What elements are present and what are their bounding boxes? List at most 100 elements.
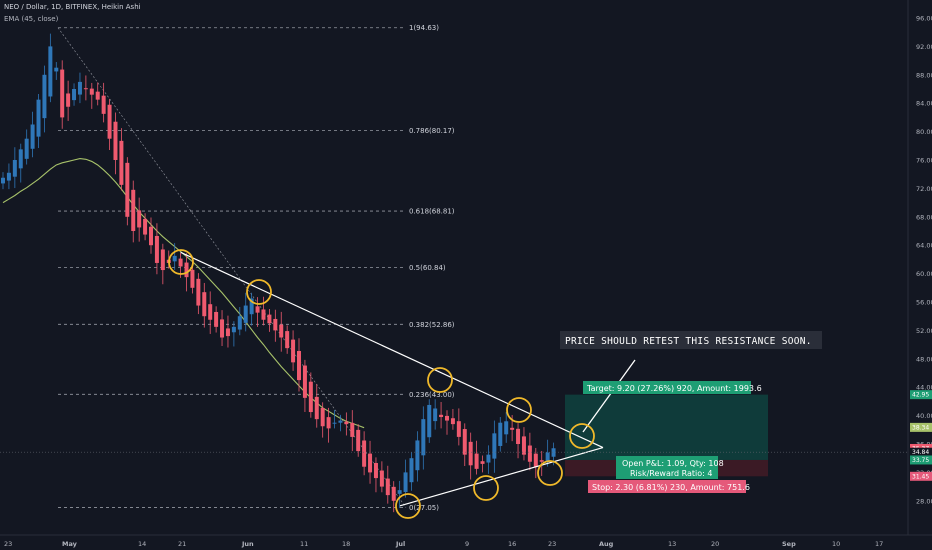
candle-body — [326, 417, 331, 429]
y-axis-tick: 28.00 — [916, 497, 932, 505]
price-badge — [910, 422, 932, 432]
x-axis-tick: 20 — [711, 540, 719, 548]
x-axis-tick: Jun — [241, 540, 254, 548]
candle-body — [1, 177, 5, 184]
candle-body — [385, 478, 390, 496]
touch-point-circle — [506, 397, 532, 423]
candle-body — [379, 470, 384, 487]
candle-body — [527, 445, 532, 462]
y-axis-tick: 96.00 — [916, 15, 932, 23]
fib-level-label: 0(27.05) — [409, 504, 439, 512]
touch-point-circle — [569, 423, 595, 449]
resistance-trendline — [180, 251, 604, 449]
x-axis-tick: 13 — [668, 540, 676, 548]
candle-body — [450, 418, 455, 425]
x-axis-tick: 16 — [508, 540, 516, 548]
candle-body — [403, 472, 408, 492]
stop-label-box — [588, 480, 746, 493]
y-axis-tick: 76.00 — [916, 157, 932, 165]
candle-body — [225, 328, 230, 337]
x-axis-tick: 17 — [875, 540, 883, 548]
candle-body — [131, 189, 136, 231]
candle-body — [344, 421, 349, 425]
touch-point-circle — [537, 460, 563, 486]
candle-body — [415, 440, 420, 471]
candle-body — [362, 440, 367, 467]
x-axis-tick: 9 — [465, 540, 469, 548]
candle-body — [421, 419, 426, 456]
candle-body — [137, 210, 142, 228]
candle-body — [12, 160, 17, 177]
candle-body — [66, 93, 71, 107]
candle-body — [409, 458, 414, 483]
y-axis-tick: 92.00 — [916, 43, 932, 51]
x-axis-tick: 10 — [832, 540, 840, 548]
target-label-box — [583, 381, 751, 394]
y-axis-tick: 60.00 — [916, 270, 932, 278]
candle-body — [149, 226, 153, 246]
candle-body — [6, 172, 11, 181]
price-badge — [910, 471, 932, 481]
candle-body — [291, 339, 296, 363]
risk-reward-label: Risk/Reward Ratio: 4 — [630, 469, 712, 478]
fib-level-label: 0.236(43.00) — [409, 391, 455, 399]
price-badge — [910, 455, 932, 465]
candle-body — [279, 324, 284, 338]
candle-body — [202, 292, 207, 317]
y-axis-tick: 52.00 — [916, 327, 932, 335]
candle-body — [77, 81, 82, 95]
candle-body — [95, 91, 100, 100]
candle-body — [510, 427, 515, 430]
candle-body — [468, 441, 473, 466]
candle-body — [533, 453, 538, 467]
pnl-label: Open P&L: 1.09, Qty: 108 — [622, 459, 724, 468]
candle-body — [492, 433, 497, 459]
candle-body — [48, 46, 53, 97]
price-badge-text: 31.45 — [912, 473, 929, 480]
price-badge — [910, 390, 932, 400]
touch-point-circle — [395, 493, 421, 519]
fib-level-label: 1(94.63) — [409, 24, 439, 32]
x-axis-tick: Aug — [599, 540, 614, 548]
candle-body — [273, 318, 278, 331]
x-axis-tick: Sep — [782, 540, 796, 548]
candle-body — [368, 453, 373, 473]
candle-body — [427, 404, 432, 438]
y-axis-tick: 64.00 — [916, 242, 932, 250]
candle-body — [267, 314, 272, 324]
x-axis-tick: 18 — [342, 540, 350, 548]
x-axis-tick: 21 — [178, 540, 186, 548]
annotation-box — [560, 331, 822, 349]
touch-point-circle — [473, 475, 499, 501]
annotation-arrow — [582, 359, 636, 433]
candle-body — [439, 414, 444, 418]
candle-body — [474, 453, 479, 469]
candle-body — [456, 421, 461, 437]
stop-label: Stop: 2.30 (6.81%) 230, Amount: 751.6 — [592, 483, 750, 492]
x-axis-tick: 14 — [138, 540, 146, 548]
candle-body — [391, 486, 396, 501]
candle-body — [516, 428, 521, 444]
candle-body — [243, 305, 248, 323]
candle-body — [113, 121, 118, 160]
price-badge-text: 38.34 — [912, 424, 929, 431]
y-axis-tick: 48.00 — [916, 355, 932, 363]
candle-body — [486, 454, 491, 463]
y-axis-tick: 68.00 — [916, 213, 932, 221]
candle-body — [332, 422, 337, 424]
support-trendline — [399, 446, 604, 507]
candle-body — [190, 269, 195, 288]
candle-body — [42, 74, 47, 119]
y-axis-tick: 72.00 — [916, 185, 932, 193]
x-axis-tick: 23 — [4, 540, 12, 548]
fib-level-label: 0.786(80.17) — [409, 127, 455, 135]
candle-body — [178, 258, 183, 267]
candle-body — [308, 381, 313, 413]
candle-body — [30, 124, 35, 149]
x-axis-tick: 23 — [548, 540, 556, 548]
candle-body — [462, 429, 467, 455]
touch-point-circle — [168, 249, 194, 275]
candle-body — [60, 69, 65, 118]
candle-body — [125, 162, 130, 217]
